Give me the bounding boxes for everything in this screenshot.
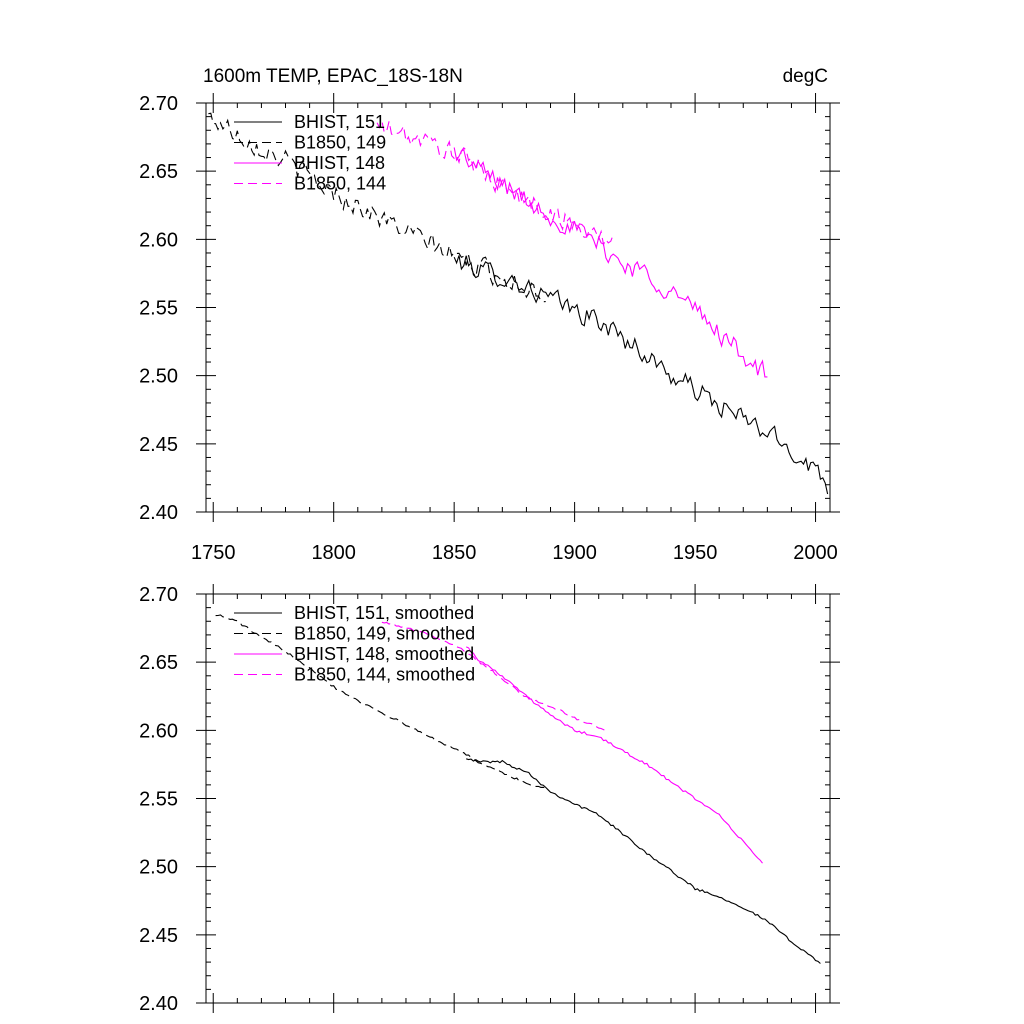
y-tick-label: 2.40 bbox=[139, 993, 178, 1015]
x-tick-label: 1800 bbox=[311, 542, 356, 564]
x-tick-label: 1900 bbox=[552, 542, 597, 564]
series-line-2 bbox=[208, 112, 546, 303]
y-tick-label: 2.45 bbox=[139, 925, 178, 947]
y-tick-label: 2.55 bbox=[139, 789, 178, 811]
x-tick-label: 1850 bbox=[432, 542, 477, 564]
series-line-2 bbox=[215, 614, 546, 789]
series-line-1 bbox=[466, 758, 821, 964]
legend-label-3: BHIST, 148 bbox=[294, 153, 385, 173]
y-tick-label: 2.55 bbox=[139, 298, 178, 320]
legend-label-2: B1850, 149 bbox=[294, 133, 386, 153]
series-line-1 bbox=[453, 255, 829, 495]
legend-label-2: B1850, 149, smoothed bbox=[294, 624, 475, 644]
legend-label-4: B1850, 144, smoothed bbox=[294, 665, 475, 685]
x-tick-label: 1950 bbox=[673, 542, 718, 564]
y-tick-label: 2.65 bbox=[139, 161, 178, 183]
y-tick-label: 2.70 bbox=[139, 584, 178, 606]
y-tick-label: 2.70 bbox=[139, 93, 178, 115]
legend-label-1: BHIST, 151 bbox=[294, 112, 385, 132]
series-line-3 bbox=[465, 646, 763, 864]
legend-label-4: B1850, 144 bbox=[294, 174, 386, 194]
units-label: degC bbox=[783, 66, 828, 87]
y-tick-label: 2.40 bbox=[139, 502, 178, 524]
series-line-4 bbox=[376, 119, 614, 247]
y-tick-label: 2.65 bbox=[139, 652, 178, 674]
y-tick-label: 2.60 bbox=[139, 229, 178, 251]
bottom-panel: 2.40 2.45 2.50 2.55 2.60 2.65 2.70 BHIST, 151, … bbox=[139, 584, 840, 1015]
legend-label-1: BHIST, 151, smoothed bbox=[294, 603, 474, 623]
y-tick-label: 2.45 bbox=[139, 434, 178, 456]
x-tick-label: 1750 bbox=[191, 542, 236, 564]
legend-label-3: BHIST, 148, smoothed bbox=[294, 644, 474, 664]
chart-title: 1600m TEMP, EPAC_18S-18N bbox=[203, 66, 463, 87]
x-tick-label: 2000 bbox=[793, 542, 838, 564]
top-panel: 2.40 2.45 2.50 2.55 2.60 2.65 2.70 1750 1800 1850… bbox=[139, 93, 840, 564]
y-tick-label: 2.60 bbox=[139, 720, 178, 742]
y-tick-label: 2.50 bbox=[139, 857, 178, 879]
y-tick-label: 2.50 bbox=[139, 366, 178, 388]
series-line-4 bbox=[381, 621, 607, 732]
